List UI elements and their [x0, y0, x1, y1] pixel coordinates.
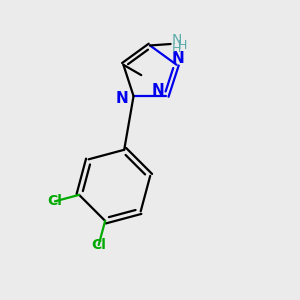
Text: H: H: [177, 39, 187, 52]
Text: N: N: [116, 91, 129, 106]
Text: N: N: [172, 51, 184, 66]
Text: H: H: [172, 42, 181, 55]
Text: Cl: Cl: [47, 194, 62, 208]
Text: N: N: [152, 83, 165, 98]
Text: N: N: [171, 34, 182, 47]
Text: Cl: Cl: [91, 238, 106, 252]
